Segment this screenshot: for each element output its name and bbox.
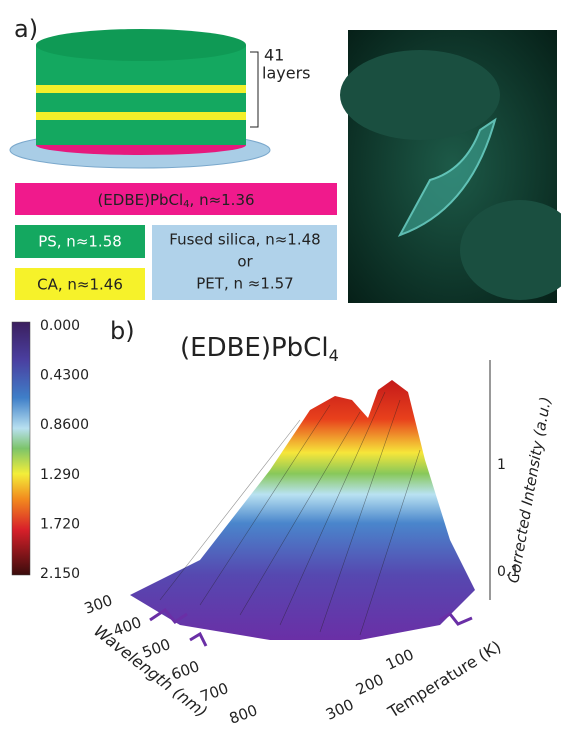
layer-unit: layers	[262, 64, 310, 83]
legend-text: Fused silica, n≈1.48	[169, 231, 320, 249]
legend-text: PET, n ≈1.57	[196, 275, 293, 293]
photo	[340, 30, 561, 303]
colorbar	[11, 321, 31, 576]
panel-label: b)	[110, 317, 135, 345]
legend-text: (EDBE)PbCl4, n≈1.36	[97, 191, 254, 211]
colorbar-label: 1.290	[40, 467, 80, 483]
temperature-tick-label: 300	[323, 695, 357, 723]
panel-label: a)	[14, 15, 38, 43]
wavelength-tick-label: 300	[82, 591, 115, 618]
colorbar-label: 0.8600	[40, 417, 89, 433]
plot-title: (EDBE)PbCl4	[180, 333, 339, 365]
z-tick-label: 0.1	[497, 564, 519, 580]
z-axis-label: Corrected Intensity (a.u.)	[504, 395, 555, 584]
colorbar-label: 2.150	[40, 566, 80, 582]
layer-stack	[9, 29, 271, 169]
colorbar-label: 0.4300	[40, 368, 89, 384]
legend-text: PS, n≈1.58	[38, 233, 122, 251]
legend-box	[15, 268, 145, 300]
wavelength-tick-label: 800	[227, 701, 260, 728]
legend-box	[152, 225, 337, 300]
legend-text: CA, n≈1.46	[37, 276, 123, 294]
legend-box	[15, 183, 337, 215]
legend-box	[15, 225, 145, 258]
legend-text: or	[237, 253, 253, 271]
z-tick-label: 1	[497, 457, 506, 473]
colorbar-label: 0.000	[40, 318, 80, 334]
temperature-tick-label: 200	[353, 670, 387, 698]
colorbar-label: 1.720	[40, 516, 80, 532]
layer-count: 41	[264, 46, 284, 65]
surface	[130, 380, 475, 647]
temperature-tick-label: 100	[383, 645, 417, 673]
